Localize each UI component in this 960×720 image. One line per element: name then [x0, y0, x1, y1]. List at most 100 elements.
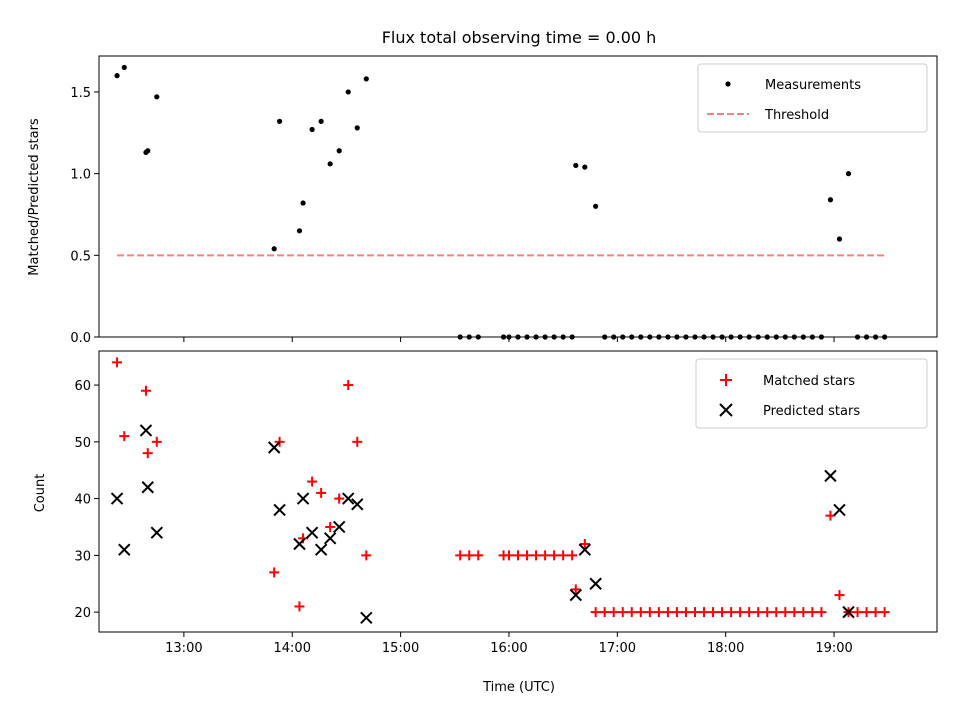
- measurement-point: [318, 118, 324, 124]
- measurement-point: [845, 171, 852, 177]
- measurement-point: [296, 228, 303, 234]
- matched-star-point: [334, 493, 345, 504]
- matched-star-point: [671, 607, 682, 618]
- matched-star-point: [361, 550, 372, 561]
- matched-star-point: [689, 607, 700, 618]
- matched-star-point: [662, 607, 673, 618]
- predicted-star-point: [569, 588, 583, 602]
- top-axes-frame: [98, 55, 938, 338]
- matched-star-point: [735, 607, 746, 618]
- y-tick-label: 1.0: [70, 168, 91, 183]
- predicted-star-point: [118, 543, 131, 556]
- legend-predicted-marker: [719, 403, 733, 417]
- legend-threshold-label: Threshold: [764, 108, 829, 123]
- measurement-point: [336, 148, 342, 154]
- predicted-star-point: [293, 537, 306, 551]
- matched-star-point: [464, 550, 475, 561]
- predicted-star-point: [141, 481, 154, 494]
- matched-star-point: [635, 607, 646, 618]
- matched-star-point: [726, 607, 737, 618]
- matched-star-point: [680, 607, 691, 618]
- matched-star-point: [852, 607, 863, 618]
- predicted-star-point: [139, 424, 153, 437]
- matched-star-point: [570, 584, 581, 595]
- x-tick-label: 13:00: [165, 641, 202, 656]
- matched-star-point: [798, 607, 809, 618]
- predicted-star-point: [360, 611, 373, 625]
- measurement-point: [363, 76, 369, 82]
- matched-star-point: [503, 550, 514, 561]
- matched-star-point: [274, 436, 285, 447]
- x-tick-label: 17:00: [599, 641, 636, 656]
- y-tick-label: 0.0: [70, 331, 91, 346]
- matched-star-point: [717, 607, 728, 618]
- predicted-star-point: [296, 492, 310, 505]
- matched-star-point: [879, 607, 890, 618]
- predicted-star-point: [110, 492, 124, 505]
- matched-star-point: [834, 590, 845, 601]
- predicted-star-point: [351, 498, 364, 511]
- y-tick-label: 20: [74, 606, 91, 621]
- matched-star-point: [352, 436, 363, 447]
- matched-star-point: [567, 550, 578, 561]
- matched-star-point: [608, 607, 619, 618]
- x-tick-label: 16:00: [490, 641, 527, 656]
- predicted-star-point: [589, 577, 602, 590]
- chart-title: Flux total observing time = 0.00 h: [382, 28, 657, 47]
- matched-star-point: [522, 550, 533, 561]
- predicted-star-point: [305, 526, 319, 539]
- bottom-plot-area: [110, 357, 890, 625]
- matched-star-point: [626, 607, 637, 618]
- matched-star-point: [599, 607, 610, 618]
- matched-star-point: [762, 607, 773, 618]
- matched-star-point: [142, 448, 153, 459]
- predicted-star-point: [342, 492, 355, 505]
- measurement-point: [582, 164, 588, 170]
- top-ticks: 0.0 0.5 1.0 1.5: [70, 86, 835, 346]
- matched-star-point: [316, 487, 327, 498]
- bottom-ticks: 13:00 14:00 15:00 16:00 17:00 18:00 19:00 20 30 4…: [74, 379, 852, 656]
- matched-star-point: [294, 601, 305, 612]
- x-tick-label: 15:00: [382, 641, 419, 656]
- predicted-star-point: [824, 469, 837, 483]
- measurement-point: [354, 125, 360, 131]
- predicted-star-point: [314, 543, 328, 556]
- measurement-point: [300, 200, 306, 206]
- measurement-point: [327, 161, 333, 167]
- matched-star-point: [473, 550, 484, 561]
- predicted-star-point: [578, 543, 592, 556]
- matched-star-point: [540, 550, 551, 561]
- predicted-star-point: [323, 532, 337, 545]
- matched-star-point: [269, 567, 280, 578]
- measurement-point: [836, 236, 843, 242]
- x-axis-label: Time (UTC): [482, 680, 555, 695]
- matched-star-point: [151, 436, 162, 447]
- measurement-point: [593, 203, 599, 209]
- legend-predicted-label: Predicted stars: [763, 404, 860, 419]
- matched-star-point: [753, 607, 764, 618]
- matched-star-point: [780, 607, 791, 618]
- x-tick-label: 18:00: [707, 641, 744, 656]
- legend-measurements-label: Measurements: [765, 78, 861, 93]
- matched-star-point: [343, 380, 354, 391]
- matched-star-point: [816, 607, 827, 618]
- predicted-star-point: [150, 526, 164, 539]
- bottom-panel: Count Time (UTC) 13:00 14:00 15:00 16:00 17:…: [33, 350, 938, 695]
- measurement-point: [573, 162, 579, 169]
- top-legend-box: [697, 63, 928, 133]
- y-tick-label: 30: [74, 549, 91, 564]
- matched-star-point: [558, 550, 569, 561]
- matched-star-point: [307, 476, 318, 487]
- legend-measurements-marker: [725, 81, 731, 87]
- matched-star-point: [140, 385, 151, 396]
- matched-star-point: [789, 607, 800, 618]
- predicted-star-point: [273, 503, 286, 517]
- predicted-star-point: [842, 605, 855, 619]
- measurement-point: [271, 246, 277, 252]
- matched-star-point: [549, 550, 560, 561]
- measurement-point: [309, 126, 315, 133]
- top-panel: Flux total observing time = 0.00 h Match…: [27, 28, 938, 346]
- predicted-star-point: [833, 503, 846, 517]
- matched-star-point: [579, 539, 590, 550]
